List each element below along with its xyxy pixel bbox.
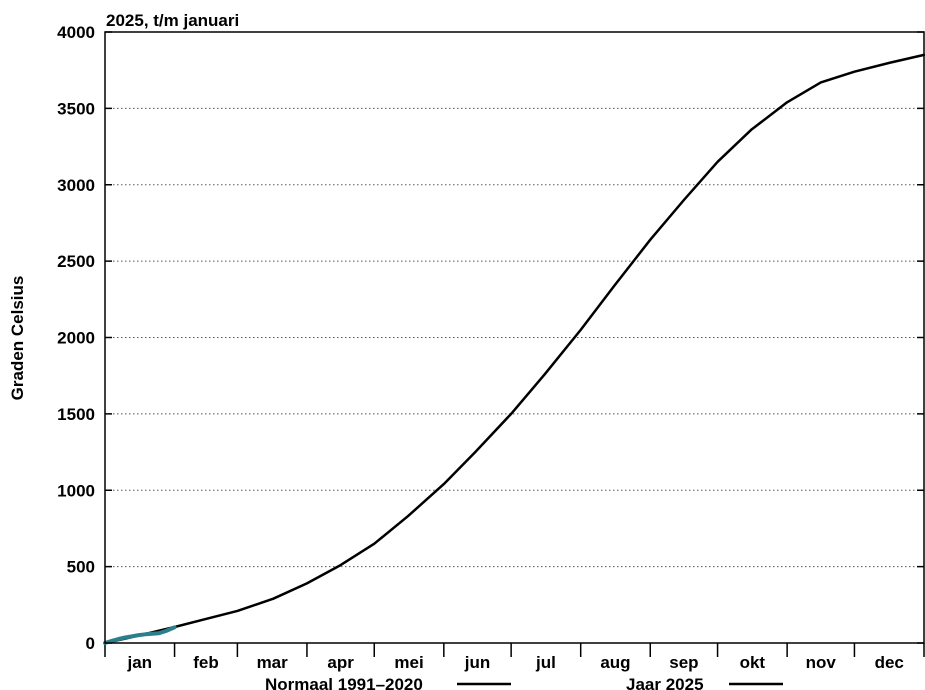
y-tick-label: 0 xyxy=(86,634,95,653)
x-tick-label: nov xyxy=(806,653,837,672)
legend-label-jaar-2025: Jaar 2025 xyxy=(626,675,704,690)
series-line-0 xyxy=(103,53,925,645)
legend: Normaal 1991–2020 Jaar 2025 xyxy=(265,675,783,690)
y-tick-label: 1000 xyxy=(57,481,95,500)
x-tick-label: jan xyxy=(126,653,152,672)
y-tick-label: 3500 xyxy=(57,99,95,118)
x-tick-label: apr xyxy=(327,653,354,672)
x-tick-label: okt xyxy=(740,653,766,672)
x-tick-label: dec xyxy=(875,653,904,672)
x-axis: jan feb mar apr mei jun jul aug sep okt nov dec xyxy=(104,643,925,672)
x-tick-label: jul xyxy=(535,653,556,672)
x-tick-label: sep xyxy=(669,653,698,672)
y-tick-label: 2000 xyxy=(57,329,95,348)
series-line-1 xyxy=(103,625,177,645)
x-tick-label: aug xyxy=(600,653,630,672)
x-tick-label: feb xyxy=(193,653,219,672)
y-tick-label: 1500 xyxy=(57,405,95,424)
chart-title: 2025, t/m januari xyxy=(106,11,239,30)
grid-lines xyxy=(105,107,924,568)
y-axis: 0 500 1000 1500 2000 2500 3000 3500 4000 xyxy=(57,23,924,653)
plot-frame xyxy=(104,31,925,644)
x-tick-label: mei xyxy=(394,653,423,672)
series-layer xyxy=(103,53,925,645)
y-tick-label: 3000 xyxy=(57,176,95,195)
y-tick-label: 4000 xyxy=(57,23,95,42)
x-tick-label: mar xyxy=(257,653,289,672)
y-tick-label: 500 xyxy=(67,558,95,577)
y-axis-label: Graden Celsius xyxy=(8,276,27,401)
legend-label-normaal: Normaal 1991–2020 xyxy=(265,675,423,690)
x-tick-label: jun xyxy=(464,653,491,672)
y-tick-label: 2500 xyxy=(57,252,95,271)
